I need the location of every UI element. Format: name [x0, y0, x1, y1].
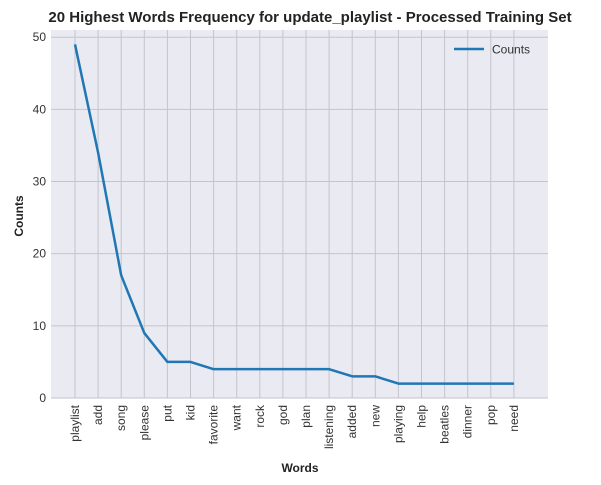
x-tick-label: playlist [68, 404, 82, 441]
x-tick-label: kid [184, 405, 198, 420]
y-axis-ticks: 0 10 20 30 40 50 [33, 30, 47, 405]
series-line-counts [73, 44, 514, 385]
y-axis-label: Counts [12, 195, 26, 237]
legend: Counts [454, 43, 530, 57]
x-tick-label: beatles [438, 405, 452, 444]
y-tick-label: 0 [39, 391, 46, 405]
x-tick-label: new [368, 405, 382, 427]
x-tick-label: put [160, 404, 174, 421]
x-tick-label: plan [299, 405, 313, 428]
x-tick-label: pop [484, 405, 498, 425]
x-tick-label: dinner [461, 405, 475, 438]
x-tick-label: help [415, 405, 429, 428]
x-tick-label: rock [253, 404, 267, 428]
y-tick-label: 50 [33, 30, 47, 44]
grid-lines [51, 30, 548, 399]
x-tick-label: favorite [207, 405, 221, 445]
x-tick-label: song [114, 405, 128, 431]
x-tick-label: added [345, 405, 359, 438]
x-tick-label: need [507, 405, 521, 432]
y-tick-label: 30 [33, 175, 47, 189]
x-axis-label: Words [281, 461, 318, 475]
x-tick-label: add [91, 405, 105, 425]
plot-area [51, 30, 548, 398]
chart-title: 20 Highest Words Frequency for update_pl… [48, 9, 571, 26]
x-tick-label: please [137, 405, 151, 441]
x-tick-label: god [276, 405, 290, 425]
y-tick-label: 40 [33, 102, 47, 116]
x-tick-label: listening [322, 405, 336, 449]
legend-label-counts: Counts [492, 43, 530, 57]
x-tick-label: playing [391, 405, 405, 443]
x-tick-label: want [230, 404, 244, 431]
x-axis-ticks: playlist add song please put kid favorite want r… [68, 404, 521, 449]
y-tick-label: 10 [33, 319, 47, 333]
y-tick-label: 20 [33, 247, 47, 261]
